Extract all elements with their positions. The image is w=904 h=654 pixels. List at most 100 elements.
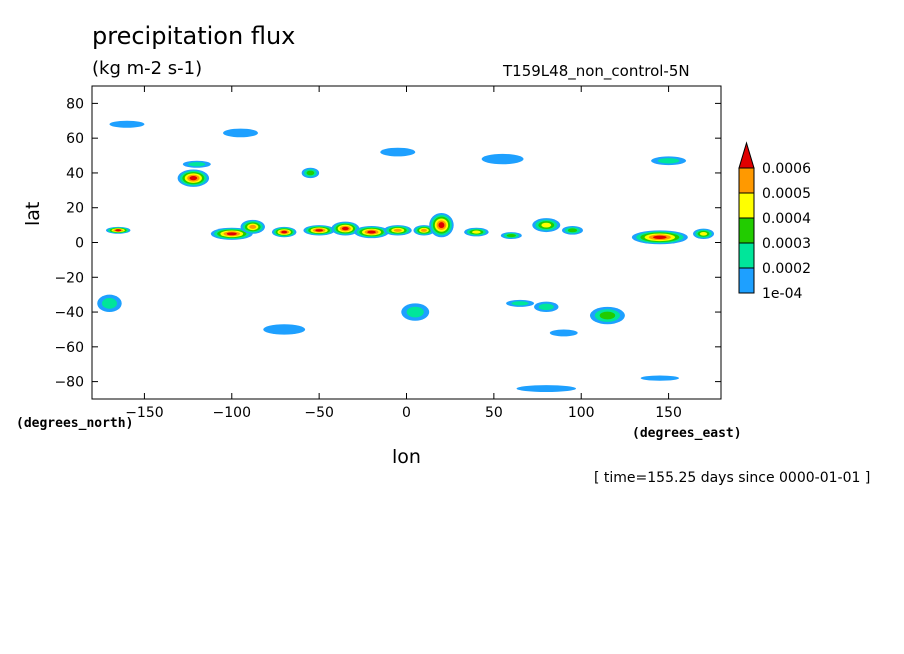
precip-feature (532, 218, 561, 233)
y-tick-label: 0 (75, 236, 84, 252)
colorbar-label: 0.0004 (762, 211, 811, 227)
contour-level-1 (223, 128, 258, 138)
contour-level-3 (567, 228, 578, 233)
x-tick-label: 150 (655, 405, 682, 421)
precip-feature (182, 160, 211, 168)
precip-feature (223, 128, 258, 138)
contour-level-6 (281, 230, 288, 234)
colorbar-label: 0.0003 (762, 236, 811, 252)
chart-title: precipitation flux (92, 22, 296, 50)
colorbar-label: 0.0002 (762, 261, 811, 277)
y-tick-label: 40 (66, 166, 84, 182)
contour-level-1 (380, 147, 416, 157)
y-tick-label: 20 (66, 201, 84, 217)
contour-level-2 (188, 162, 206, 167)
precip-feature (516, 385, 576, 393)
colorbar-label: 0.0006 (762, 161, 811, 177)
precip-feature (534, 301, 559, 313)
contour-level-3 (306, 170, 315, 176)
colorbar: 1e-04 0.0002 0.0003 0.0004 0.0005 0.0006 (738, 141, 811, 302)
colorbar-segment (738, 167, 755, 194)
y-tick-label: −60 (54, 340, 84, 356)
precip-feature (500, 232, 522, 240)
colorbar-label: 1e-04 (762, 286, 802, 302)
x-axis-label: lon (392, 446, 421, 468)
precip-feature (354, 225, 390, 239)
contour-level-2 (406, 306, 424, 318)
precip-feature (401, 303, 430, 321)
run-label: T159L48_non_control-5N (503, 62, 690, 80)
y-tick-label: −40 (54, 305, 84, 321)
contour-level-1 (263, 324, 306, 335)
contour-level-2 (657, 158, 680, 164)
contour-level-4 (472, 230, 481, 234)
precip-feature (562, 225, 583, 235)
precip-feature (271, 226, 297, 238)
contour-level-2 (538, 303, 554, 311)
contour-features (97, 120, 715, 393)
x-tick-label: −50 (304, 405, 334, 421)
precip-feature (413, 225, 435, 236)
precip-feature (97, 294, 122, 313)
colorbar-segment (738, 192, 755, 219)
contour-level-1 (109, 120, 145, 128)
contour-level-6 (315, 229, 323, 232)
contour-level-5 (393, 228, 402, 232)
precip-feature (240, 219, 265, 234)
axis-ticks: −150 −100 −50 0 50 100 150 80 60 40 20 0 −20 −40 −60 −8… (54, 86, 721, 421)
contour-level-5 (420, 228, 427, 232)
precip-feature (109, 120, 145, 128)
x-units-label: (degrees_east) (632, 426, 742, 441)
x-tick-label: 100 (568, 405, 595, 421)
x-tick-label: −150 (125, 405, 163, 421)
contour-level-2 (101, 298, 117, 309)
contour-level-3 (506, 233, 516, 238)
precip-feature (464, 227, 489, 237)
precip-feature (177, 169, 210, 187)
y-tick-label: 80 (66, 96, 84, 112)
precip-feature (693, 228, 715, 240)
contour-level-4 (541, 222, 552, 228)
precip-feature (383, 225, 412, 236)
contour-level-3 (599, 311, 616, 320)
precip-feature (506, 299, 535, 307)
precip-feature (380, 147, 416, 157)
contour-level-1 (481, 153, 524, 165)
y-tick-label: −80 (54, 375, 84, 391)
precip-feature (549, 329, 578, 337)
colorbar-segment (738, 242, 755, 269)
y-tick-label: −20 (54, 270, 84, 286)
precip-feature (631, 230, 688, 245)
chart-units: (kg m-2 s-1) (92, 58, 203, 79)
contour-level-2 (511, 301, 529, 306)
time-note: [ time=155.25 days since 0000-01-01 ] (594, 470, 871, 486)
colorbar-extend-arrow (738, 141, 755, 169)
precip-feature (640, 375, 680, 381)
contour-level-1 (640, 375, 680, 381)
colorbar-label: 0.0005 (762, 186, 811, 202)
precip-feature (429, 212, 454, 238)
contour-level-5 (249, 224, 257, 229)
contour-level-4 (699, 231, 708, 236)
precip-feature (481, 153, 524, 165)
contour-level-6 (367, 230, 376, 234)
contour-level-6 (438, 222, 445, 229)
contour-level-6 (189, 176, 198, 181)
precip-feature (589, 306, 625, 325)
precip-feature (301, 167, 320, 179)
precip-feature (303, 225, 335, 236)
colorbar-segment (738, 267, 755, 294)
plot-frame (91, 85, 722, 400)
y-tick-label: 60 (66, 131, 84, 147)
contour-level-6 (115, 229, 122, 232)
precip-feature (331, 221, 360, 236)
precip-feature (105, 226, 131, 234)
contour-level-1 (516, 385, 576, 393)
precip-feature (210, 227, 253, 240)
x-tick-label: −100 (213, 405, 251, 421)
x-tick-label: 0 (402, 405, 411, 421)
colorbar-segment (738, 217, 755, 244)
contour-level-6 (341, 226, 349, 231)
contour-level-6 (653, 235, 667, 239)
